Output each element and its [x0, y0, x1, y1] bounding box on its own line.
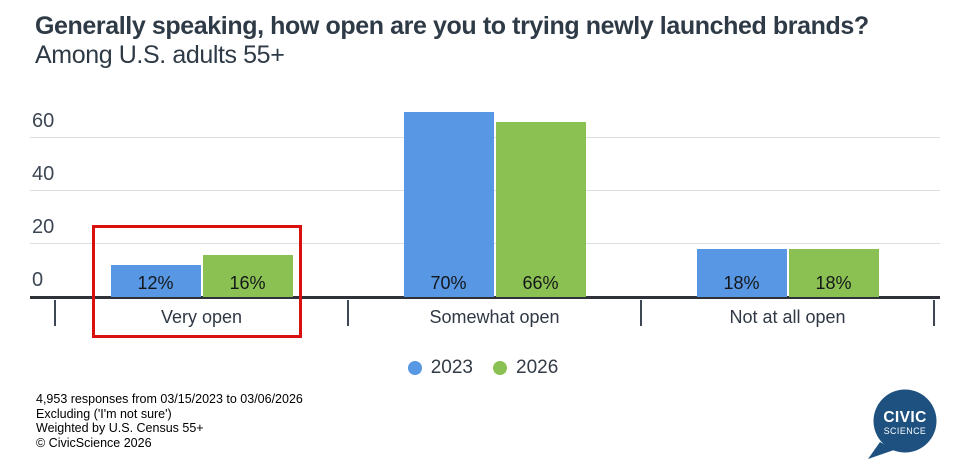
bar-2026-somewhat-open: 66%: [495, 122, 586, 297]
bar-value-label: 12%: [137, 273, 174, 293]
footnote-responses: 4,953 responses from 03/15/2023 to 03/06…: [36, 392, 303, 406]
footnote-weighting: Weighted by U.S. Census 55+: [36, 421, 204, 435]
bar-value-label: 70%: [430, 273, 467, 293]
logo-speech-tail: [868, 442, 894, 459]
legend-label: 2023: [430, 357, 473, 378]
chart-footnotes: 4,953 responses from 03/15/2023 to 03/06…: [36, 392, 303, 450]
x-axis-line: [30, 296, 940, 299]
bar-value-label: 66%: [522, 273, 559, 293]
logo-text-civic: CIVIC: [883, 409, 926, 426]
chart-legend: 2023 2026: [0, 357, 966, 379]
bar-2023-somewhat-open: 70%: [403, 111, 494, 297]
highlight-box: [92, 225, 302, 338]
bar-value-label: 18%: [723, 273, 760, 293]
logo-text-science: SCIENCE: [884, 426, 927, 436]
bar-value-label: 16%: [229, 273, 266, 293]
x-axis-tick-1: [347, 300, 349, 326]
plot-area: 0 20 40 60 Very open 12% 16% Somewhat open 70% 66…: [30, 100, 940, 327]
y-axis-label-60: 60: [32, 110, 55, 132]
bar-2026-very-open: 16%: [202, 254, 293, 297]
legend-item-2023: 2023: [407, 357, 473, 379]
x-axis-tick-2: [640, 300, 642, 326]
chart-title-question: Generally speaking, how open are you to …: [35, 12, 869, 40]
bar-2023-very-open: 12%: [110, 265, 201, 297]
category-label-somewhat-open: Somewhat open: [429, 307, 560, 327]
x-axis-tick-0: [54, 300, 56, 326]
y-axis-label-40: 40: [32, 163, 55, 185]
footnote-excluding: Excluding ('I'm not sure'): [36, 406, 172, 421]
legend-label: 2026: [516, 357, 559, 378]
y-axis-label-0: 0: [32, 269, 44, 291]
legend-swatch-icon: [407, 361, 422, 375]
chart-title: Generally speaking, how open are you to …: [35, 12, 880, 70]
logo-bubble: [873, 389, 937, 453]
bar-value-label: 18%: [815, 273, 852, 293]
category-label-very-open: Very open: [160, 307, 243, 327]
bar-2026-not-at-all-open: 18%: [788, 249, 879, 297]
footnote-copyright: © CivicScience 2026: [36, 435, 152, 450]
legend-swatch-icon: [493, 361, 507, 375]
bar-2023-not-at-all-open: 18%: [696, 249, 787, 297]
chart-title-subtitle: Among U.S. adults 55+: [35, 41, 285, 69]
category-label-not-at-all-open: Not at all open: [729, 307, 846, 327]
legend-item-2026: 2026: [493, 357, 558, 379]
y-axis-label-20: 20: [32, 216, 55, 238]
civicscience-logo: CIVIC SCIENCE: [868, 389, 937, 459]
x-axis-tick-3: [933, 300, 935, 326]
